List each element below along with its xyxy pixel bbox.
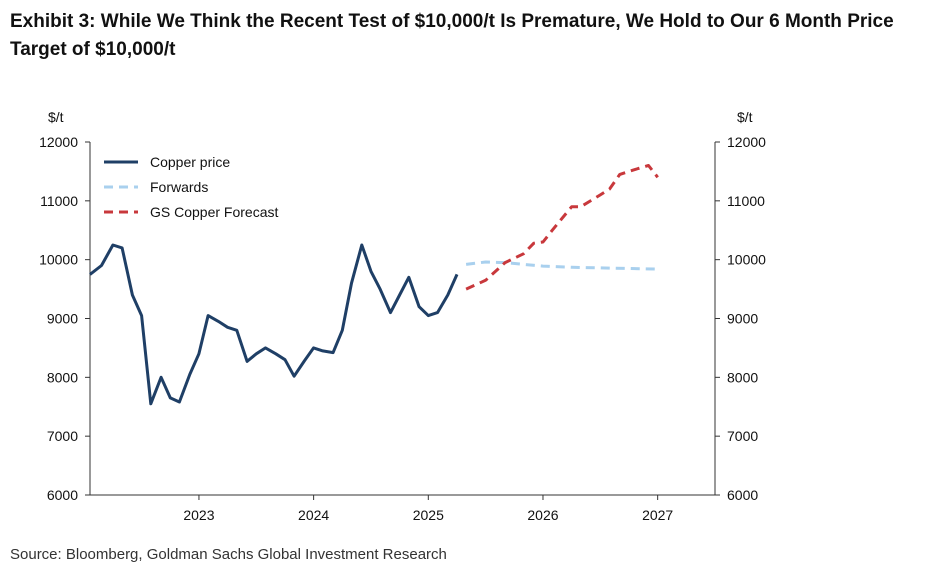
legend-label-copper-price: Copper price (150, 154, 230, 170)
chart-legend: Copper price Forwards GS Copper Forecast (104, 154, 278, 220)
x-tick-label: 2027 (642, 507, 673, 523)
y-tick-label-left: 8000 (47, 369, 78, 385)
legend-label-forwards: Forwards (150, 179, 208, 195)
y-tick-label-left: 7000 (47, 428, 78, 444)
chart-series (89, 164, 659, 406)
x-tick-label: 2024 (298, 507, 329, 523)
y-axis-right-unit: $/t (737, 109, 753, 125)
y-tick-label-left: 6000 (47, 487, 78, 503)
y-tick-label-right: 6000 (727, 487, 758, 503)
gs-copper-forecast-line (465, 164, 659, 291)
chart-title: Exhibit 3: While We Think the Recent Tes… (10, 11, 894, 60)
source-note: Source: Bloomberg, Goldman Sachs Global … (10, 546, 447, 563)
chart-axes: $/t $/t 6000 6000 7000 7000 8000 8000 9000 9000 10… (39, 109, 766, 523)
y-tick-label-right: 10000 (727, 252, 766, 268)
y-tick-label-right: 12000 (727, 134, 766, 150)
y-tick-label-left: 11000 (40, 193, 78, 209)
y-tick-label-left: 12000 (39, 134, 78, 150)
x-tick-label: 2025 (413, 507, 444, 523)
y-tick-label-right: 11000 (727, 193, 765, 209)
copper-price-line (89, 243, 459, 406)
y-tick-label-left: 9000 (47, 311, 78, 327)
y-tick-label-left: 10000 (39, 252, 78, 268)
x-tick-label: 2023 (183, 507, 214, 523)
forwards-line (465, 260, 658, 271)
y-tick-label-right: 9000 (727, 311, 758, 327)
y-tick-label-right: 7000 (727, 428, 758, 444)
x-tick-label: 2026 (527, 507, 558, 523)
y-tick-label-right: 8000 (727, 369, 758, 385)
legend-label-gs-copper-forecast: GS Copper Forecast (150, 204, 278, 220)
y-axis-left-unit: $/t (48, 109, 64, 125)
